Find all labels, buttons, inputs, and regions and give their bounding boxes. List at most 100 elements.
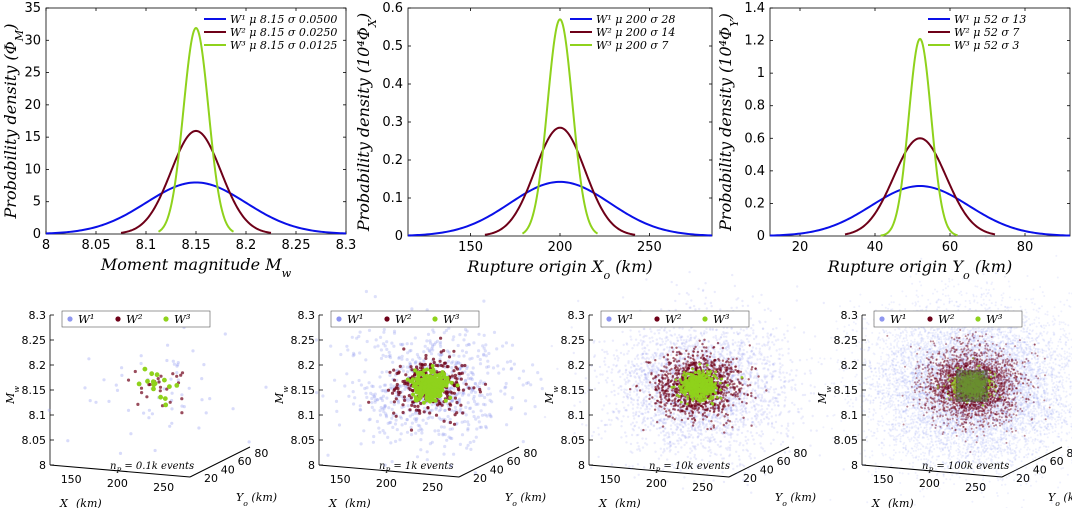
scatter-point-w1 bbox=[709, 439, 711, 441]
scatter-point-w1 bbox=[476, 355, 479, 358]
scatter-point-w1 bbox=[723, 457, 725, 459]
scatter-point-w1 bbox=[758, 302, 760, 304]
scatter-point-w1 bbox=[439, 341, 442, 344]
scatter-point-w1 bbox=[746, 371, 748, 373]
scatter-point-w1 bbox=[777, 393, 779, 395]
scatter-point-w2 bbox=[448, 402, 451, 405]
scatter-point-w1 bbox=[606, 370, 608, 372]
scatter-point-w1 bbox=[652, 363, 654, 365]
scatter-point-w1 bbox=[715, 335, 717, 337]
scatter-point-w1 bbox=[601, 349, 603, 351]
scatter-point-w1 bbox=[729, 444, 731, 446]
x-axis-label-part: M bbox=[264, 255, 282, 274]
scatter-point-w1 bbox=[631, 363, 633, 365]
scatter-point-w1 bbox=[591, 435, 593, 437]
scatter-point-w1 bbox=[690, 336, 692, 338]
scatter-point-w1 bbox=[685, 442, 687, 444]
x-axis-label: Xo (km) bbox=[59, 497, 102, 508]
x-tick-label: 200 bbox=[548, 240, 573, 255]
scatter-point-w1 bbox=[778, 353, 780, 355]
scatter-point-w1 bbox=[633, 417, 635, 419]
scatter-point-w1 bbox=[705, 297, 707, 299]
scatter-point-w1 bbox=[744, 344, 746, 346]
scatter-point-w1 bbox=[177, 378, 180, 381]
y-axis-label-group: Probability density (10⁴ΦX) bbox=[354, 13, 379, 232]
scatter-point-w1 bbox=[489, 393, 492, 396]
series-curve-1 bbox=[770, 186, 1070, 236]
scatter-point-w1 bbox=[768, 391, 770, 393]
scatter-point-w1 bbox=[712, 479, 714, 481]
scatter-point-w2 bbox=[409, 365, 412, 368]
scatter-point-w1 bbox=[463, 420, 466, 423]
scatter-point-w1 bbox=[700, 439, 702, 441]
scatter-point-w1 bbox=[748, 341, 750, 343]
scatter-point-w1 bbox=[677, 440, 679, 442]
scatter-point-w1 bbox=[171, 392, 174, 395]
scatter-point-w2 bbox=[702, 354, 704, 356]
scatter-point-w2 bbox=[674, 418, 676, 420]
scatter-point-w2 bbox=[387, 389, 390, 392]
scatter-point-w1 bbox=[387, 406, 390, 409]
scatter-point-w1 bbox=[380, 397, 383, 400]
scatter-point-w1 bbox=[654, 332, 656, 334]
scatter-point-w1 bbox=[119, 452, 122, 455]
scatter-point-w2 bbox=[649, 394, 651, 396]
scatter-point-w1 bbox=[677, 451, 679, 453]
y-tick-label: 0.8 bbox=[744, 99, 765, 114]
scatter-point-w1 bbox=[411, 358, 414, 361]
scatter-point-w1 bbox=[606, 351, 608, 353]
scatter-point-w2 bbox=[670, 412, 672, 414]
scatter-point-w1 bbox=[792, 379, 794, 381]
scatter-point-w1 bbox=[417, 424, 420, 427]
y-tick-label: 0.6 bbox=[382, 1, 403, 16]
scatter-point-w1 bbox=[757, 382, 759, 384]
scatter-point-w1 bbox=[472, 410, 475, 413]
scatter-point-w1 bbox=[726, 349, 728, 351]
scatter-point-w1 bbox=[664, 427, 666, 429]
scatter-point-w1 bbox=[671, 281, 673, 283]
scatter-point-w2 bbox=[725, 422, 727, 424]
scatter-point-w1 bbox=[472, 341, 475, 344]
scatter-point-w1 bbox=[593, 431, 595, 433]
scatter-point-w1 bbox=[797, 411, 799, 413]
scatter-point-w1 bbox=[688, 329, 690, 331]
scatter-point-w1 bbox=[606, 381, 608, 383]
scatter-point-w1 bbox=[770, 355, 772, 357]
y-tick-label: 60 bbox=[238, 455, 252, 468]
scatter-point-w1 bbox=[633, 344, 635, 346]
scatter-point-w2 bbox=[725, 394, 727, 396]
legend-label-w3: W³ bbox=[174, 312, 191, 326]
scatter-point-w3 bbox=[456, 383, 460, 387]
scatter-point-w1 bbox=[761, 394, 763, 396]
scatter-point-w1 bbox=[684, 346, 686, 348]
scatter-point-w1 bbox=[732, 468, 734, 470]
scatter-point-w1 bbox=[643, 379, 645, 381]
y-tick-label: 0.4 bbox=[744, 164, 765, 179]
scatter-point-w1 bbox=[766, 344, 768, 346]
scatter-point-w2 bbox=[629, 388, 631, 390]
scatter-point-w1 bbox=[697, 444, 699, 446]
scatter-point-w1 bbox=[636, 390, 638, 392]
scatter-point-w1 bbox=[685, 417, 687, 419]
scatter-point-w1 bbox=[688, 271, 690, 273]
scatter-point-w1 bbox=[658, 414, 660, 416]
scatter-point-w2 bbox=[672, 376, 674, 378]
scatter-point-w1 bbox=[642, 353, 644, 355]
scatter-point-w1 bbox=[706, 473, 708, 475]
scatter-point-w1 bbox=[613, 384, 615, 386]
scatter-point-w1 bbox=[440, 425, 443, 428]
scatter-point-w1 bbox=[680, 446, 682, 448]
scatter-point-w1 bbox=[442, 453, 445, 456]
scatter-point-w1 bbox=[740, 328, 742, 330]
scatter-point-w1 bbox=[663, 329, 665, 331]
scatter-point-w1 bbox=[781, 391, 783, 393]
scatter-point-w1 bbox=[777, 404, 779, 406]
x-tick-label: 60 bbox=[942, 240, 959, 255]
scatter-point-w1 bbox=[625, 441, 627, 443]
scatter-point-w1 bbox=[509, 360, 512, 363]
z-axis-label-group: Mw bbox=[273, 386, 290, 405]
scatter-point-w1 bbox=[486, 372, 489, 375]
scatter-point-w1 bbox=[693, 329, 695, 331]
scatter-point-w2 bbox=[460, 364, 463, 367]
scatter-point-w1 bbox=[662, 341, 664, 343]
